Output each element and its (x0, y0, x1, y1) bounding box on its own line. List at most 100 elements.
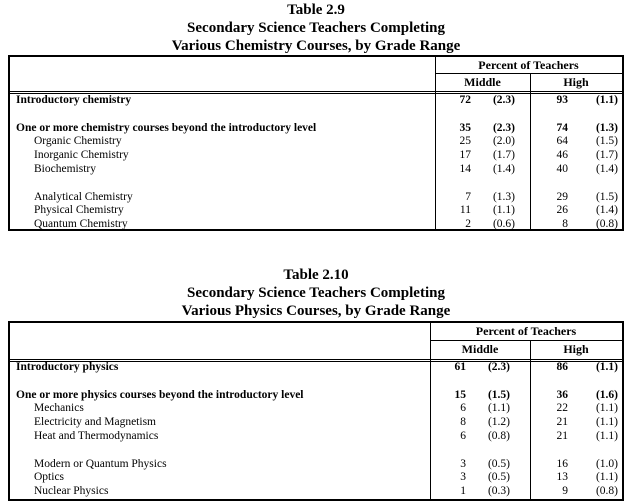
row-label: Mechanics (34, 402, 84, 415)
header-divider (435, 73, 622, 74)
row-label: Electricity and Magnetism (34, 416, 156, 429)
row-label: Organic Chemistry (34, 135, 122, 148)
middle-value: 1 (460, 485, 466, 498)
high-se: (1.5) (595, 190, 618, 203)
high-se: (1.0) (595, 457, 618, 470)
middle-se: (1.1) (487, 402, 510, 415)
table-row: Nuclear Physics 1 (0.3) 9 (0.8) (10, 484, 622, 498)
middle-value: 6 (460, 430, 466, 442)
header-divider (430, 340, 622, 341)
row-label: Quantum Chemistry (34, 218, 128, 231)
row-label: Inorganic Chemistry (34, 149, 129, 162)
middle-value: 8 (460, 416, 466, 429)
middle-se: (1.7) (492, 149, 515, 162)
middle-se: (1.5) (487, 388, 510, 401)
high-value: 74 (556, 121, 569, 134)
middle-se: (1.1) (492, 204, 515, 217)
high-se: (1.1) (595, 402, 618, 415)
high-se: (0.8) (595, 218, 618, 231)
table-header: Percent of Teachers Middle High (10, 323, 622, 362)
high-value: 8 (562, 218, 568, 231)
middle-value: 15 (454, 388, 467, 401)
middle-value: 35 (459, 121, 472, 134)
middle-value: 61 (454, 361, 467, 373)
high-se: (1.1) (595, 94, 618, 106)
high-se: (1.4) (595, 204, 618, 217)
high-value: 86 (556, 361, 569, 373)
row-label: Optics (34, 471, 65, 484)
table-row: Optics 3 (0.5) 13 (1.1) (10, 470, 622, 484)
high-value: 46 (556, 149, 569, 162)
high-se: (1.4) (595, 163, 618, 175)
table-row: One or more physics courses beyond the i… (10, 388, 622, 402)
middle-value: 3 (460, 457, 466, 470)
table-number: Table 2.9 (287, 2, 345, 18)
high-se: (1.1) (595, 471, 618, 484)
table-number: Table 2.10 (283, 267, 349, 283)
high-se: (0.8) (595, 485, 618, 498)
middle-value: 25 (459, 135, 472, 148)
middle-se: (0.8) (487, 430, 510, 442)
table-header: Percent of Teachers Middle High (10, 57, 622, 94)
high-value: 26 (556, 204, 569, 217)
high-value: 40 (556, 163, 569, 175)
middle-se: (0.5) (487, 457, 510, 470)
row-label: Heat and Thermodynamics (34, 430, 159, 442)
middle-se: (2.3) (487, 361, 510, 373)
high-se: (1.1) (595, 430, 618, 442)
middle-se: (0.3) (487, 485, 510, 498)
row-label: Modern or Quantum Physics (34, 457, 167, 470)
high-column-header: High (563, 75, 589, 89)
table-row: Organic Chemistry 25 (2.0) 64 (1.5) (10, 134, 622, 148)
middle-value: 7 (465, 190, 471, 203)
middle-se: (0.6) (492, 218, 515, 231)
table-row: Modern or Quantum Physics 3 (0.5) 16 (1.0) (10, 457, 622, 471)
high-value: 93 (556, 94, 569, 106)
high-value: 29 (556, 190, 569, 203)
column-divider (530, 74, 531, 229)
table-row: One or more chemistry courses beyond the… (10, 121, 622, 135)
middle-se: (0.5) (487, 471, 510, 484)
table-title: Various Physics Courses, by Grade Range (181, 303, 451, 319)
high-se: (1.7) (595, 149, 618, 162)
table-row: Heat and Thermodynamics 6 (0.8) 21 (1.1) (10, 429, 622, 443)
middle-se: (2.3) (492, 121, 515, 134)
high-column-header: High (563, 342, 589, 356)
high-value: 64 (556, 135, 569, 148)
high-value: 22 (556, 402, 569, 415)
row-label: Analytical Chemistry (34, 190, 133, 203)
middle-se: (1.4) (492, 163, 515, 175)
high-se: (1.5) (595, 135, 618, 148)
table-row: Physical Chemistry 11 (1.1) 26 (1.4) (10, 203, 622, 217)
table-row: Introductory chemistry 72 (2.3) 93 (1.1) (10, 93, 622, 107)
column-divider (430, 323, 431, 499)
data-table: Percent of Teachers Middle High Introductor… (8, 321, 624, 501)
middle-column-header: Middle (461, 342, 499, 356)
row-label: Introductory physics (16, 361, 119, 373)
middle-se: (1.2) (487, 416, 510, 429)
table-title: Secondary Science Teachers Completing (187, 20, 445, 36)
middle-value: 6 (460, 402, 466, 415)
table-title: Various Chemistry Courses, by Grade Rang… (171, 38, 461, 54)
table-row: Mechanics 6 (1.1) 22 (1.1) (10, 401, 622, 415)
middle-se: (1.3) (492, 190, 515, 203)
row-label: One or more chemistry courses beyond the… (16, 121, 317, 134)
middle-value: 11 (459, 204, 471, 217)
table-title: Secondary Science Teachers Completing (187, 285, 445, 301)
table-row: Quantum Chemistry 2 (0.6) 8 (0.8) (10, 217, 622, 231)
middle-value: 17 (459, 149, 472, 162)
high-se: (1.6) (595, 388, 618, 401)
high-se: (1.3) (595, 121, 618, 134)
table-row: Introductory physics 61 (2.3) 86 (1.1) (10, 360, 622, 374)
table-row: Biochemistry 14 (1.4) 40 (1.4) (10, 162, 622, 176)
middle-value: 14 (459, 163, 472, 175)
table-row: Electricity and Magnetism 8 (1.2) 21 (1.1) (10, 415, 622, 429)
column-divider (435, 57, 436, 229)
row-label: Biochemistry (34, 163, 96, 175)
middle-value: 3 (460, 471, 466, 484)
row-label: Introductory chemistry (16, 94, 132, 106)
high-value: 13 (556, 471, 569, 484)
high-value: 21 (556, 416, 569, 429)
middle-se: (2.3) (492, 94, 515, 106)
high-value: 16 (556, 457, 569, 470)
